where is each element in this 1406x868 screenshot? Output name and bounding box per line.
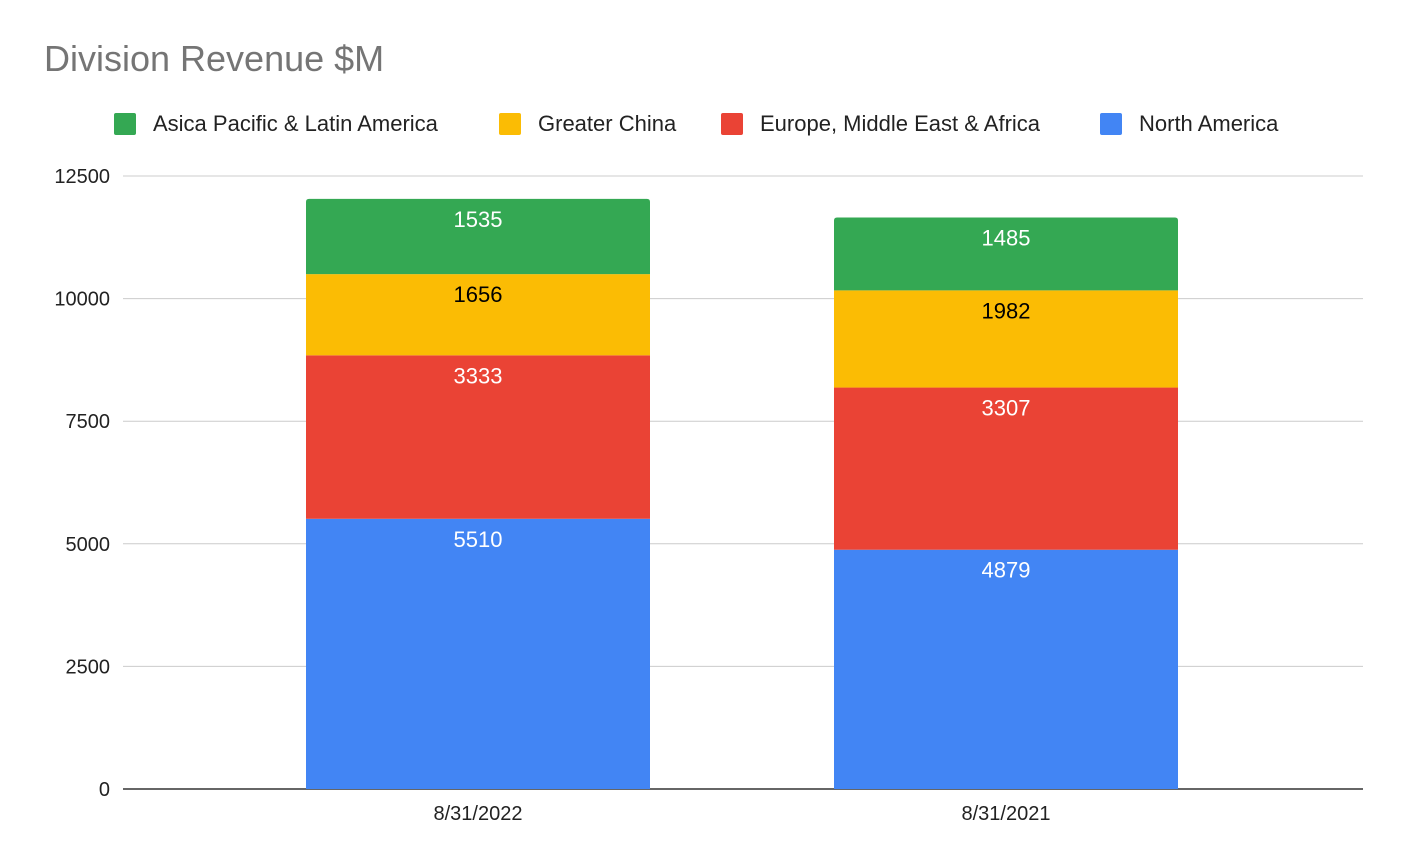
legend[interactable]: Asica Pacific & Latin America Greater Chi… [114, 111, 1279, 136]
legend-label: Asica Pacific & Latin America [153, 111, 439, 136]
data-labels: 5510 3333 1656 1535 4879 3307 1982 1485 [454, 207, 1031, 583]
bar-segment[interactable] [306, 274, 650, 356]
data-label: 1485 [982, 226, 1031, 251]
y-tick-label: 7500 [66, 411, 111, 433]
y-tick-label: 0 [99, 779, 110, 801]
legend-label: North America [1139, 111, 1279, 136]
bar-segment[interactable] [306, 355, 650, 519]
bar-segment[interactable] [834, 217, 1178, 291]
y-tick-label: 2500 [66, 656, 111, 678]
data-label: 1982 [982, 298, 1031, 323]
data-label: 3333 [454, 363, 503, 388]
chart-title: Division Revenue $M [44, 38, 385, 79]
legend-swatch [114, 113, 136, 135]
legend-item[interactable]: Greater China [499, 111, 677, 136]
legend-swatch [1100, 113, 1122, 135]
bar-segment[interactable] [306, 518, 650, 789]
legend-label: Greater China [538, 111, 677, 136]
bar-segment[interactable] [306, 198, 650, 275]
bar-segment[interactable] [834, 387, 1178, 550]
x-tick-label: 8/31/2021 [962, 803, 1051, 825]
legend-swatch [721, 113, 743, 135]
y-tick-label: 12500 [54, 166, 110, 188]
data-label: 5510 [454, 527, 503, 552]
y-axis-ticks: 0 2500 5000 7500 10000 12500 [54, 166, 110, 801]
legend-item[interactable]: Asica Pacific & Latin America [114, 111, 439, 136]
bars [306, 198, 1178, 789]
data-label: 1656 [454, 282, 503, 307]
legend-swatch [499, 113, 521, 135]
data-label: 1535 [454, 207, 503, 232]
x-axis-ticks: 8/31/2022 8/31/2021 [434, 803, 1051, 825]
legend-label: Europe, Middle East & Africa [760, 111, 1041, 136]
bar-segment[interactable] [834, 290, 1178, 388]
y-tick-label: 5000 [66, 534, 111, 556]
x-tick-label: 8/31/2022 [434, 803, 523, 825]
y-tick-label: 10000 [54, 289, 110, 311]
data-label: 3307 [982, 396, 1031, 421]
data-label: 4879 [982, 558, 1031, 583]
legend-item[interactable]: North America [1100, 111, 1279, 136]
legend-item[interactable]: Europe, Middle East & Africa [721, 111, 1041, 136]
bar-segment[interactable] [834, 549, 1178, 789]
